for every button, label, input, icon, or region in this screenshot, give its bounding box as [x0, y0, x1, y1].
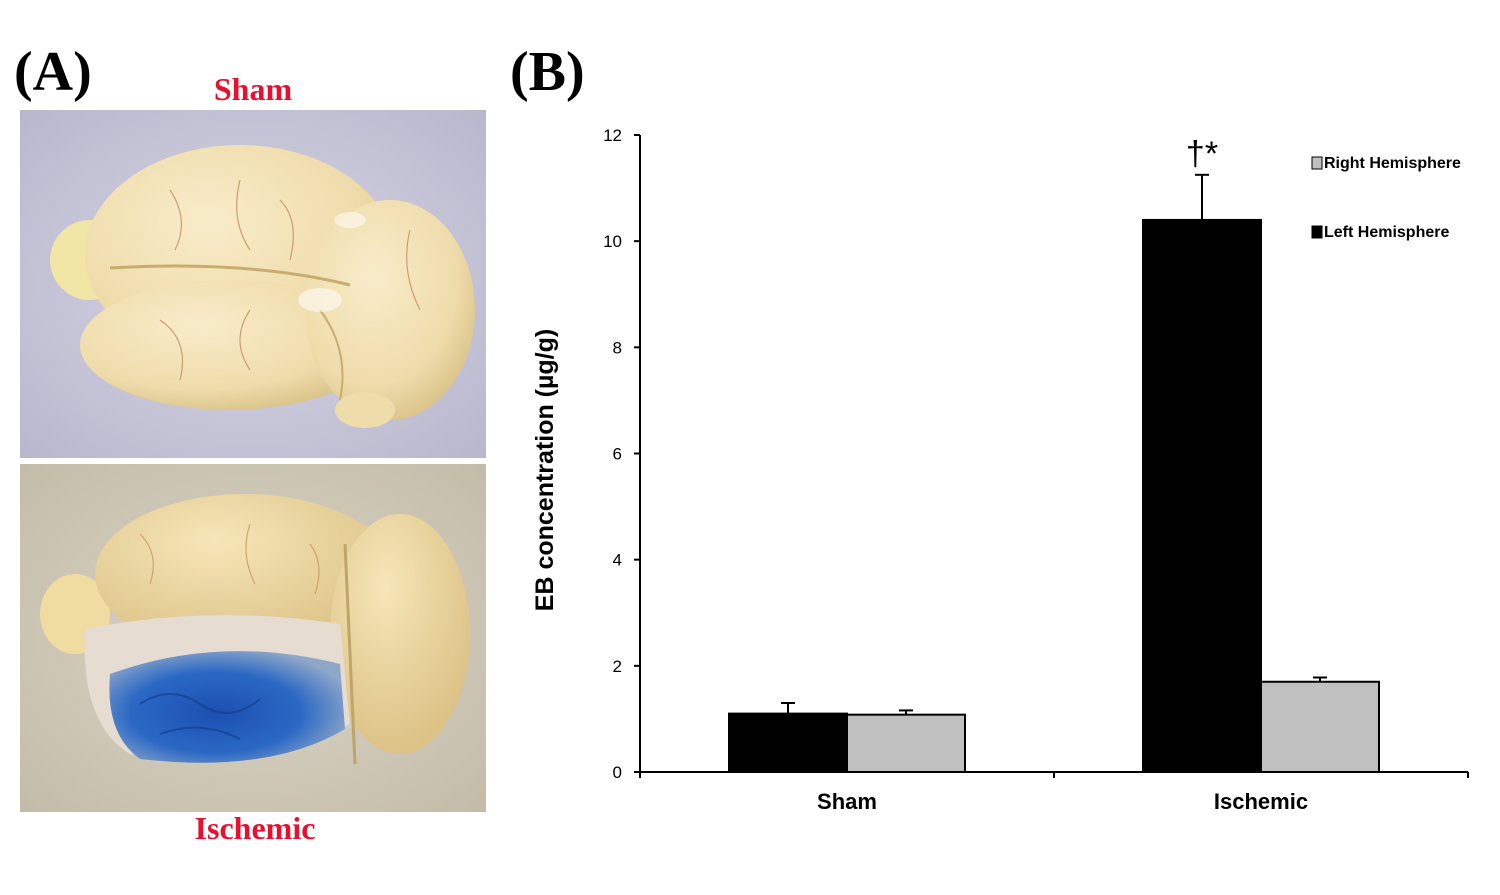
- y-tick-label: 12: [603, 126, 622, 145]
- ischemic-photo-caption: Ischemic: [194, 810, 316, 846]
- sham-photo-caption: Sham: [213, 71, 293, 107]
- sham-brain-photo: [20, 110, 486, 458]
- ischemic-brain-photo: [20, 464, 486, 812]
- y-tick-label: 8: [613, 338, 622, 357]
- x-category-label: Sham: [817, 789, 877, 814]
- y-tick-label: 6: [613, 445, 622, 464]
- bar-right-hemisphere-sham: [846, 713, 966, 773]
- bar-left-hemisphere-ischemic: [1142, 218, 1262, 773]
- panel-b-label: (B): [510, 41, 585, 103]
- panel-a-label: (A): [14, 41, 92, 103]
- y-tick-label: 4: [613, 551, 622, 570]
- significance-annotation: †*: [1186, 135, 1218, 173]
- y-axis-label: EB concentration (µg/g): [531, 329, 559, 611]
- bar-left-hemisphere-sham: [728, 712, 848, 774]
- legend-label-right-hemisphere: Right Hemisphere: [1324, 155, 1461, 172]
- x-category-label: Ischemic: [1214, 789, 1308, 814]
- bar-right-hemisphere-ischemic: [1260, 680, 1380, 774]
- sham-brain-illustration: [20, 110, 486, 458]
- y-tick-label: 0: [613, 763, 622, 782]
- y-tick-label: 10: [603, 232, 622, 251]
- legend-swatch-left-hemisphere: [1311, 225, 1323, 239]
- legend-swatch-right-hemisphere: [1311, 156, 1323, 170]
- legend-label-left-hemisphere: Left Hemisphere: [1324, 224, 1449, 241]
- y-tick-label: 2: [613, 657, 622, 676]
- ischemic-brain-illustration: [20, 464, 486, 812]
